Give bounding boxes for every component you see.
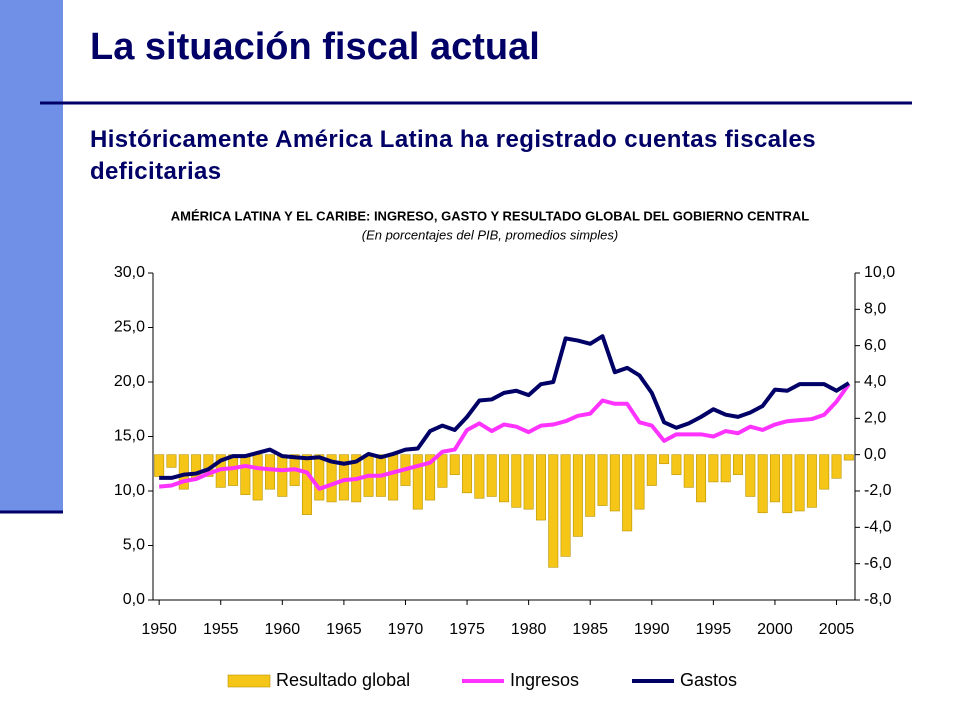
- bar: [486, 454, 497, 497]
- x-tick-label: 2000: [757, 621, 793, 638]
- y2-tick-label: 4,0: [864, 373, 886, 390]
- side-band: [0, 0, 63, 512]
- bar: [474, 454, 485, 499]
- y-tick-label: 5,0: [123, 537, 145, 554]
- bar: [388, 454, 399, 501]
- x-tick-label: 1950: [141, 621, 177, 638]
- y2-tick-label: 0,0: [864, 446, 886, 463]
- y2-tick-label: 10,0: [864, 264, 895, 281]
- chart-subtitle: (En porcentajes del PIB, promedios simpl…: [362, 227, 619, 242]
- bar: [178, 454, 189, 490]
- y-tick-label: 20,0: [114, 373, 145, 390]
- line: [159, 334, 850, 480]
- line: [158, 383, 851, 491]
- x-tick-label: 1965: [326, 621, 362, 638]
- bar: [769, 454, 780, 503]
- y2-tick-label: -4,0: [864, 519, 892, 536]
- bar: [437, 454, 448, 488]
- bar: [265, 454, 275, 490]
- legend-swatch: [227, 674, 271, 688]
- bar: [166, 454, 177, 468]
- bar: [794, 454, 805, 512]
- bar: [301, 454, 312, 515]
- y2-tick-label: -8,0: [864, 591, 892, 608]
- bar: [240, 454, 251, 495]
- bar: [831, 454, 842, 479]
- y2-tick-label: -2,0: [864, 482, 892, 499]
- bar: [609, 454, 620, 512]
- bar: [585, 454, 596, 517]
- y-tick-label: 0,0: [123, 591, 145, 608]
- bar: [338, 454, 349, 501]
- legend-label: Gastos: [680, 670, 737, 690]
- x-tick-label: 1985: [572, 621, 608, 638]
- bar: [511, 454, 522, 508]
- bar: [462, 454, 473, 494]
- bar: [572, 454, 583, 537]
- x-tick-label: 1955: [203, 621, 239, 638]
- x-tick-label: 1960: [265, 621, 301, 638]
- y-tick-label: 10,0: [114, 482, 145, 499]
- bar: [560, 454, 571, 557]
- bar: [683, 454, 694, 488]
- x-tick-label: 1970: [388, 621, 424, 638]
- bar: [277, 454, 288, 497]
- bar: [154, 454, 165, 477]
- bar: [806, 454, 817, 508]
- bar: [622, 454, 633, 532]
- bar: [659, 454, 670, 465]
- y2-tick-label: -6,0: [864, 555, 892, 572]
- bar: [843, 454, 854, 461]
- bar: [757, 454, 768, 514]
- bar: [326, 454, 337, 503]
- y2-tick-label: 8,0: [864, 301, 886, 318]
- bar: [314, 454, 325, 501]
- bar: [745, 454, 756, 497]
- bar: [708, 454, 719, 483]
- bar: [548, 454, 559, 568]
- x-tick-label: 2005: [819, 621, 855, 638]
- x-tick-label: 1990: [634, 621, 670, 638]
- bar: [449, 454, 460, 475]
- bar: [412, 454, 423, 510]
- legend-label: Ingresos: [510, 670, 579, 690]
- slide-title: La situación fiscal actual: [90, 26, 540, 68]
- bar: [696, 454, 707, 503]
- y-tick-label: 15,0: [114, 428, 145, 445]
- x-tick-label: 1980: [511, 621, 547, 638]
- bar: [671, 454, 682, 475]
- legend-label: Resultado global: [276, 670, 410, 690]
- bar: [733, 454, 743, 475]
- bar: [646, 454, 657, 486]
- x-tick-label: 1975: [449, 621, 485, 638]
- bar: [535, 454, 546, 521]
- x-tick-label: 1995: [696, 621, 732, 638]
- y2-tick-label: 2,0: [864, 410, 886, 427]
- chart-title: AMÉRICA LATINA Y EL CARIBE: INGRESO, GAS…: [171, 208, 810, 223]
- bar: [819, 454, 830, 490]
- bar: [720, 454, 731, 483]
- bar: [634, 454, 645, 510]
- y-tick-label: 30,0: [114, 264, 145, 281]
- y2-tick-label: 6,0: [864, 337, 886, 354]
- bar: [523, 454, 534, 510]
- slide-subtitle: Históricamente América Latina ha registr…: [90, 126, 817, 185]
- y-tick-label: 25,0: [114, 319, 145, 336]
- bar: [499, 454, 509, 503]
- bar: [425, 454, 436, 501]
- bar: [252, 454, 263, 501]
- bar: [597, 454, 608, 506]
- bar: [782, 454, 793, 514]
